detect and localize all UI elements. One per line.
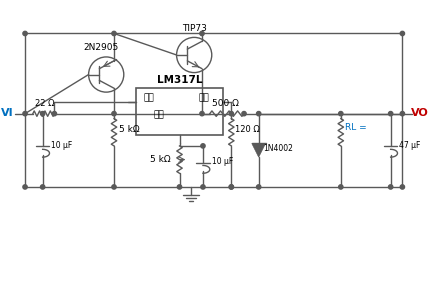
Circle shape [112, 185, 116, 189]
Text: 47 µF: 47 µF [399, 141, 421, 150]
Circle shape [229, 185, 233, 189]
Circle shape [201, 185, 205, 189]
Text: 产量: 产量 [198, 93, 209, 102]
Circle shape [400, 112, 405, 116]
Text: 5 kΩ: 5 kΩ [150, 155, 171, 164]
Text: RL =: RL = [345, 123, 366, 132]
Circle shape [23, 31, 27, 36]
Circle shape [23, 112, 27, 116]
Text: 输入: 输入 [143, 93, 154, 102]
Text: 500 Ω: 500 Ω [212, 99, 239, 108]
Text: 2N2905: 2N2905 [84, 43, 119, 52]
Text: 调整: 调整 [153, 111, 164, 119]
Circle shape [200, 112, 204, 116]
Circle shape [257, 112, 261, 116]
Text: VO: VO [411, 108, 429, 118]
Text: 120 Ω: 120 Ω [235, 125, 260, 134]
Circle shape [112, 112, 116, 116]
Circle shape [257, 185, 261, 189]
Text: 1N4002: 1N4002 [264, 144, 293, 153]
Circle shape [200, 31, 204, 36]
Circle shape [339, 185, 343, 189]
Circle shape [201, 144, 205, 148]
Circle shape [52, 112, 56, 116]
Text: TIP73: TIP73 [182, 23, 206, 33]
Text: LM317L: LM317L [157, 75, 202, 85]
Circle shape [40, 112, 45, 116]
Circle shape [112, 31, 116, 36]
Text: 10 µF: 10 µF [52, 141, 73, 150]
Text: 22 Ω: 22 Ω [35, 99, 54, 108]
Circle shape [339, 112, 343, 116]
Circle shape [400, 31, 405, 36]
Text: 5 kΩ: 5 kΩ [119, 125, 139, 134]
Circle shape [23, 185, 27, 189]
Polygon shape [252, 143, 266, 157]
Text: VI: VI [1, 108, 14, 118]
Circle shape [242, 112, 246, 116]
Circle shape [388, 185, 393, 189]
Circle shape [40, 185, 45, 189]
Circle shape [177, 185, 181, 189]
Circle shape [229, 185, 233, 189]
Circle shape [400, 185, 405, 189]
Circle shape [388, 112, 393, 116]
Text: 10 µF: 10 µF [212, 157, 233, 166]
Circle shape [229, 112, 233, 116]
